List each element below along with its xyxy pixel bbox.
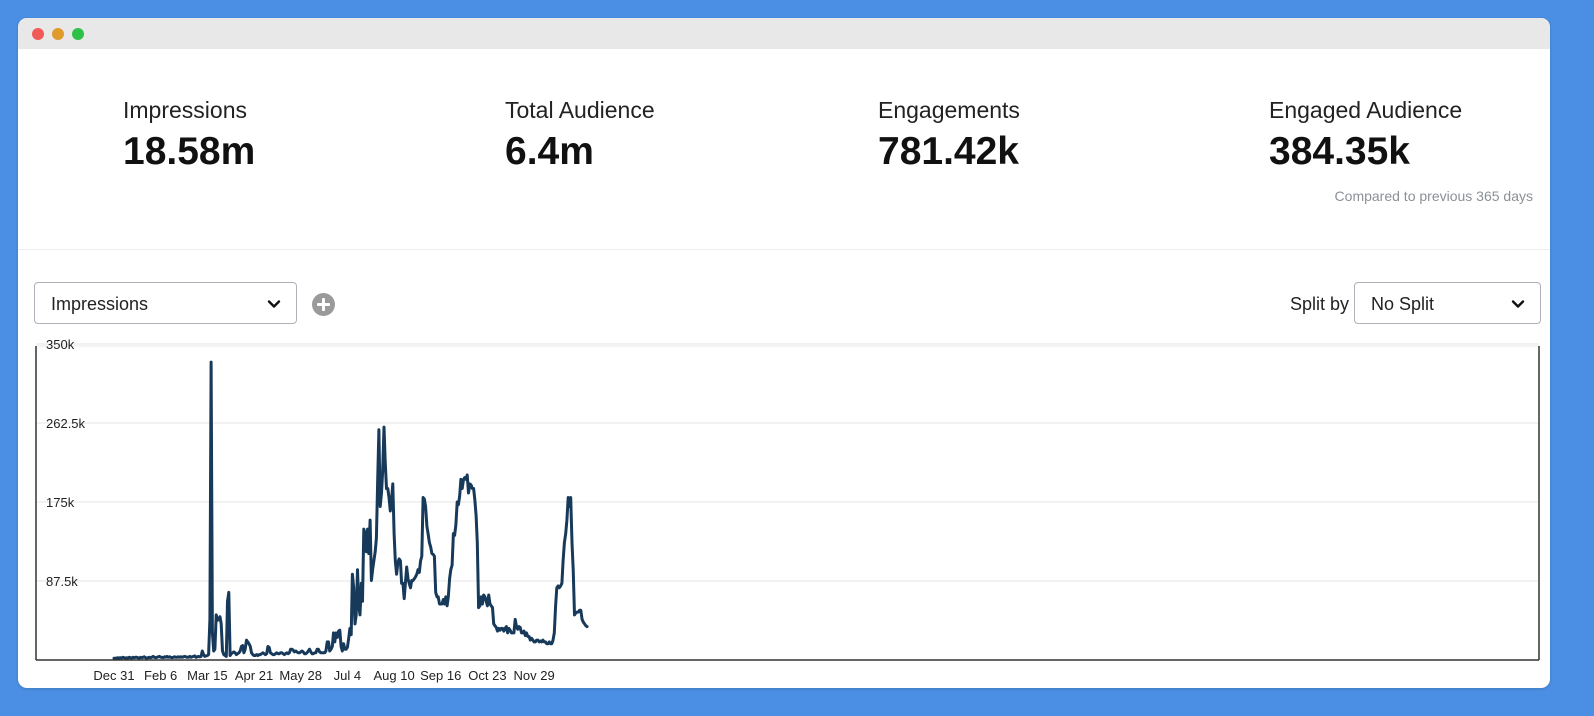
y-axis-ticks: 87.5k 175k 262.5k 350k <box>46 337 86 589</box>
comparison-note: Compared to previous 365 days <box>1334 188 1533 204</box>
x-tick-label: Apr 21 <box>235 668 273 683</box>
metric-select[interactable]: Impressions <box>34 282 297 324</box>
metric-select-value: Impressions <box>51 294 149 314</box>
x-tick-label: Aug 10 <box>373 668 414 683</box>
x-tick-label: Nov 29 <box>514 668 555 683</box>
split-by-label: Split by <box>1290 294 1350 314</box>
split-select-value: No Split <box>1371 294 1435 314</box>
kpi-value: 18.58m <box>123 130 256 173</box>
kpi-label: Engaged Audience <box>1269 97 1463 123</box>
kpi-impressions: Impressions 18.58m <box>123 96 255 176</box>
y-tick-label: 262.5k <box>46 416 86 431</box>
x-tick-label: Jul 4 <box>334 668 361 683</box>
y-tick-label: 350k <box>46 337 75 352</box>
section-divider <box>18 249 1550 250</box>
kpi-total-audience: Total Audience 6.4m <box>505 96 655 176</box>
kpi-value: 6.4m <box>505 130 594 173</box>
x-tick-label: Sep 16 <box>420 668 461 683</box>
x-tick-label: Oct 23 <box>468 668 506 683</box>
app-window: Impressions 18.58m Total Audience 6.4m E… <box>18 18 1550 688</box>
kpi-value: 781.42k <box>878 130 1019 173</box>
chevron-down-icon <box>1511 300 1525 308</box>
impressions-line-chart: 87.5k 175k 262.5k 350k Dec 31 Feb 6 Mar 15 Apr… <box>35 337 1540 683</box>
split-select[interactable]: No Split <box>1354 282 1541 324</box>
y-tick-label: 87.5k <box>46 574 78 589</box>
minimize-window-button[interactable] <box>52 28 64 40</box>
kpi-engagements: Engagements 781.42k <box>878 96 1020 176</box>
chart-axes <box>35 346 1540 661</box>
x-tick-label: Dec 31 <box>93 668 134 683</box>
series-line <box>112 360 589 660</box>
kpi-engaged-audience: Engaged Audience 384.35k <box>1269 96 1462 176</box>
kpi-label: Engagements <box>878 97 1020 123</box>
chart-gridlines <box>36 343 1539 582</box>
x-axis-ticks: Dec 31 Feb 6 Mar 15 Apr 21 May 28 Jul 4 Aug 10… <box>93 668 554 683</box>
add-metric-button[interactable] <box>312 293 335 316</box>
maximize-window-button[interactable] <box>72 28 84 40</box>
x-tick-label: Mar 15 <box>187 668 227 683</box>
close-window-button[interactable] <box>32 28 44 40</box>
x-tick-label: May 28 <box>279 668 322 683</box>
title-bar <box>18 18 1550 49</box>
kpi-label: Impressions <box>123 97 247 123</box>
y-tick-label: 175k <box>46 495 75 510</box>
chevron-down-icon <box>267 300 281 308</box>
kpi-value: 384.35k <box>1269 130 1410 173</box>
x-tick-label: Feb 6 <box>144 668 177 683</box>
kpi-label: Total Audience <box>505 97 655 123</box>
